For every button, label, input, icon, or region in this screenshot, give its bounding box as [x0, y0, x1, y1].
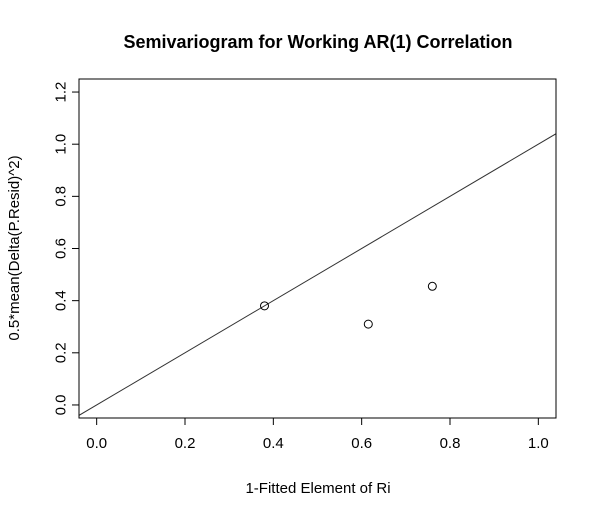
x-tick-label: 0.0: [86, 435, 107, 452]
x-tick-label: 0.8: [440, 435, 461, 452]
chart-title: Semivariogram for Working AR(1) Correlat…: [123, 32, 512, 52]
data-point: [364, 320, 372, 328]
y-tick-label: 0.4: [53, 290, 70, 311]
y-tick-label: 0.2: [53, 342, 70, 363]
y-axis: 0.0 0.2 0.4 0.6 0.8 1.0 1.2: [53, 82, 80, 416]
y-tick-label: 0.0: [53, 395, 70, 416]
x-tick-label: 0.4: [263, 435, 284, 452]
x-axis-label: 1-Fitted Element of Ri: [245, 480, 390, 497]
plot-frame: [79, 79, 556, 418]
y-tick-label: 0.8: [53, 186, 70, 207]
data-point: [428, 282, 436, 290]
y-tick-label: 1.0: [53, 134, 70, 155]
data-points: [261, 282, 437, 328]
y-tick-label: 0.6: [53, 238, 70, 259]
y-axis-label: 0.5*mean(Delta(P.Resid)^2): [6, 155, 23, 340]
x-tick-label: 1.0: [528, 435, 549, 452]
x-axis: 0.0 0.2 0.4 0.6 0.8 1.0: [86, 418, 549, 452]
y-tick-label: 1.2: [53, 82, 70, 103]
x-tick-label: 0.2: [175, 435, 196, 452]
x-tick-label: 0.6: [351, 435, 372, 452]
